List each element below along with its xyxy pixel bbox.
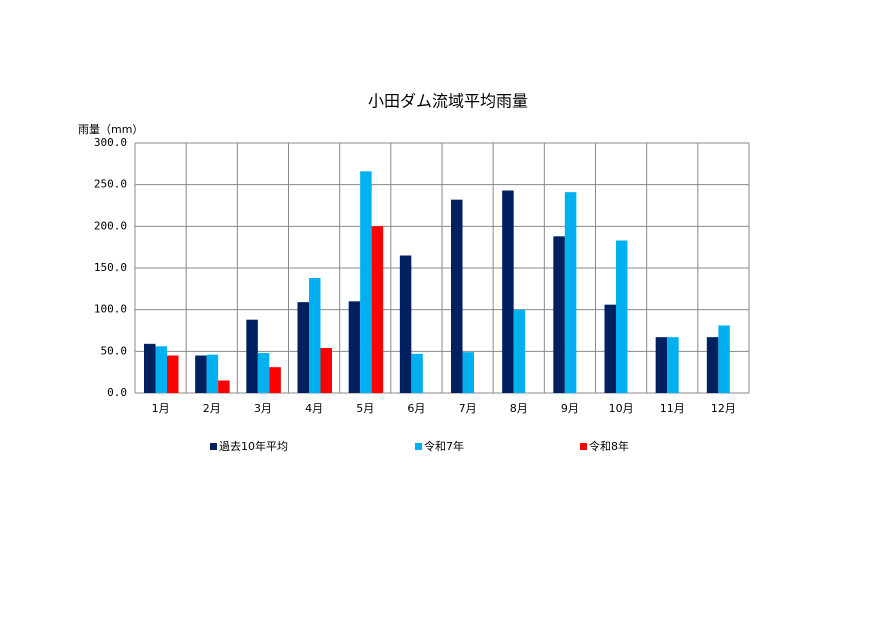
legend-label: 過去10年平均 [219,439,288,453]
bar [218,380,230,393]
bar [667,337,679,393]
y-tick-label: 250.0 [94,178,127,191]
x-tick-label: 9月 [561,402,579,415]
bar [257,353,270,393]
bar [655,337,668,393]
x-tick-label: 5月 [356,402,374,415]
x-tick-label: 6月 [407,402,425,415]
bar [371,226,384,393]
bar [195,355,207,393]
bar [167,355,179,393]
x-tick-label: 8月 [510,402,528,415]
bar [399,255,412,393]
bar [553,236,565,393]
legend-swatch [210,443,217,450]
bar [451,199,463,393]
bar [320,348,332,393]
y-axis-title: 雨量（mm） [78,123,143,136]
bar [718,325,730,393]
x-tick-label: 2月 [203,402,221,415]
y-tick-label: 150.0 [94,261,127,274]
bar [206,354,219,393]
bar [502,190,514,393]
x-tick-label: 11月 [660,402,685,415]
x-tick-label: 7月 [459,402,477,415]
bar [513,309,526,393]
bar [604,304,616,393]
bar [155,346,167,393]
y-tick-label: 0.0 [107,386,127,399]
legend-swatch [580,443,587,450]
bar [269,367,281,393]
x-tick-label: 1月 [152,402,170,415]
x-tick-label: 10月 [609,402,634,415]
x-tick-label: 4月 [305,402,323,415]
bar [246,319,258,393]
bar [462,352,474,393]
bar [564,192,577,393]
bar [706,337,719,393]
x-tick-label: 3月 [254,402,272,415]
y-tick-label: 50.0 [101,344,128,357]
legend-swatch [415,443,422,450]
y-tick-label: 100.0 [94,303,127,316]
bar [348,301,361,393]
y-tick-label: 200.0 [94,219,127,232]
bar [411,353,423,393]
legend-label: 令和7年 [424,439,464,453]
x-tick-label: 12月 [711,402,736,415]
bar [144,343,156,393]
chart-title: 小田ダム流域平均雨量 [368,92,528,111]
bar [309,278,321,393]
bar [360,171,372,393]
legend-label: 令和8年 [589,439,629,453]
bar [616,240,628,393]
bar [297,302,309,393]
y-tick-label: 300.0 [94,136,127,149]
